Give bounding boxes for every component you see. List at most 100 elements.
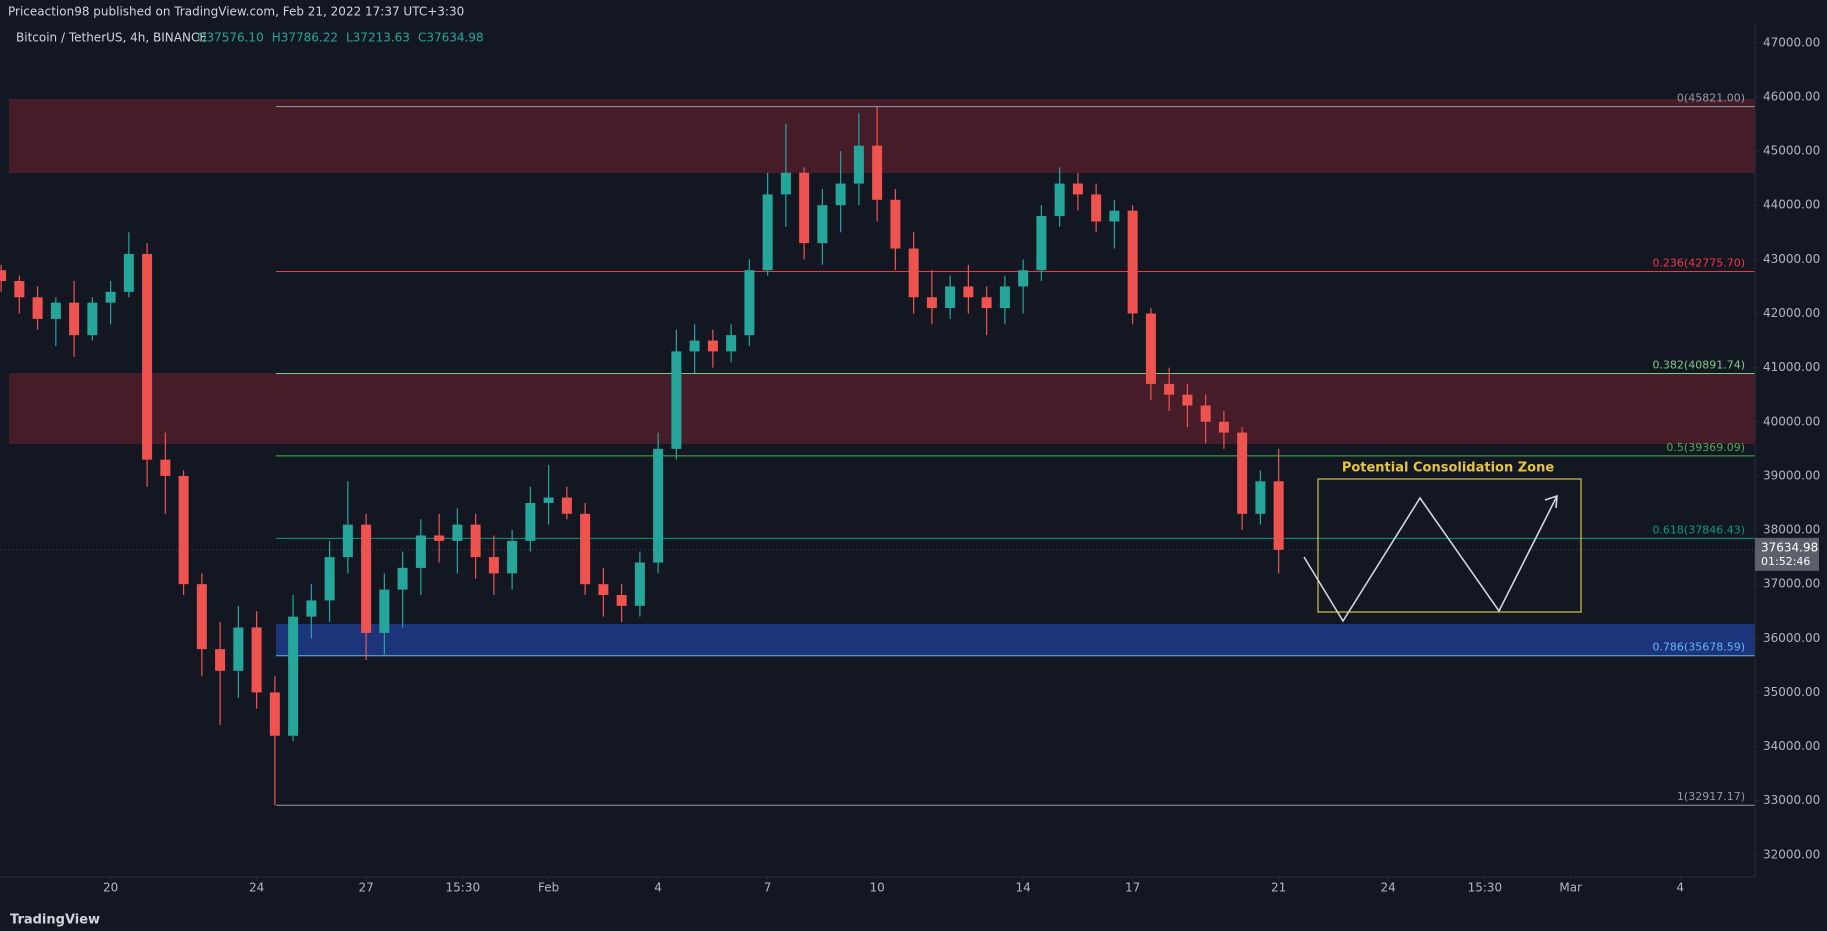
candle-body [215,649,226,671]
candle [1036,205,1047,282]
candle [963,264,974,314]
last-price-label: 37634.98 [1761,540,1818,554]
y-tick-label: 36000.00 [1763,631,1820,645]
candle [251,611,262,709]
candle-body [780,172,791,195]
candle [142,243,153,487]
y-tick-label: 34000.00 [1763,739,1820,753]
candle-body [14,281,25,298]
candle-body [32,297,43,319]
candle-body [598,584,609,596]
candle-body [434,535,445,541]
projected-path [1303,495,1558,623]
candle-body [817,205,828,244]
countdown: 01:52:46 [1761,555,1810,568]
candle [1072,172,1083,211]
candle-body [105,291,116,303]
resistance-zone [9,373,1755,444]
candle-body [507,540,518,574]
plot: 0(45821.00) 0.236(42775.70) 0.382(40891.74… [0,92,1755,806]
x-tick-label: Mar [1559,881,1582,895]
candle [488,535,499,596]
candle-body [999,286,1010,309]
candle [726,324,737,363]
candle [981,286,992,336]
candle-body [488,557,499,574]
candle-body [142,253,153,460]
y-tick-label: 37000.00 [1763,577,1820,591]
candle [306,584,317,639]
candle [1237,427,1248,531]
candle [707,329,718,368]
candle-body [799,172,810,244]
candle [507,530,518,590]
y-tick-label: 42000.00 [1763,306,1820,320]
candle-body [87,302,98,336]
candle [123,232,134,298]
candle [105,281,116,325]
candle [160,432,171,514]
x-tick-label: 4 [654,881,662,895]
candle-body [543,497,554,503]
candle-body [634,562,645,606]
fib-label: 1(32917.17) [1677,790,1745,803]
candle [1127,205,1138,325]
candle [32,286,43,330]
candle-body [50,302,61,319]
x-tick-label: 17 [1125,881,1140,895]
footer-bar [0,908,1827,931]
candle-body [762,194,773,271]
symbol: Bitcoin / TetherUS, 4h, BINANCE [16,31,207,45]
candle-body [1091,194,1102,222]
candle-body [269,692,280,736]
candle [415,519,426,596]
candle [561,486,572,520]
candle-body [1218,421,1229,433]
candle [361,513,372,660]
x-tick-label: 7 [764,881,772,895]
candle-body [1237,432,1248,514]
candle-body [1255,481,1266,514]
candle [945,275,956,319]
x-tick-label: 24 [1381,881,1396,895]
candle [1054,167,1065,227]
candle [671,329,682,460]
candle [1218,410,1229,449]
candle-body [0,270,7,282]
candle-body [160,459,171,476]
candle-body [233,627,244,671]
y-tick-label: 38000.00 [1763,523,1820,537]
candle [215,622,226,725]
x-tick-label: 27 [358,881,373,895]
candle-body [123,253,134,292]
candle [616,584,627,623]
y-tick-label: 46000.00 [1763,89,1820,103]
candle-body [580,513,591,585]
annotation: Potential Consolidation Zone [1342,461,1555,476]
candle [1273,448,1284,574]
candle [999,275,1010,325]
ohlc-value: C37634.98 [418,31,484,45]
candle-body [963,286,974,298]
candle-body [452,524,463,541]
candle [14,275,25,314]
candle-body [1018,270,1029,287]
candle [269,676,280,806]
header: Priceaction98 published on TradingView.c… [8,5,464,19]
candle-body [689,340,700,352]
candle [543,465,554,525]
candle [1164,367,1175,411]
candle [324,540,335,623]
candle [87,297,98,341]
candle [233,605,244,698]
candle-body [945,286,956,309]
candle-body [196,584,207,650]
fib-label: 0.236(42775.70) [1652,257,1745,270]
candle [379,573,390,655]
candle [470,513,481,579]
brand: TradingView [10,913,100,928]
x-tick-label: 24 [249,881,264,895]
candle-body [1164,383,1175,395]
candle [1109,199,1120,249]
